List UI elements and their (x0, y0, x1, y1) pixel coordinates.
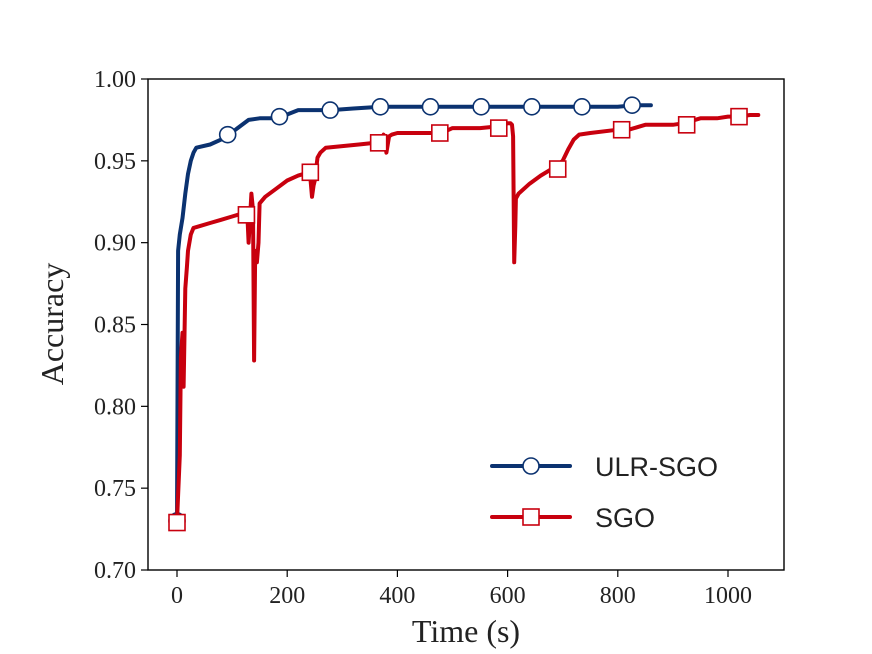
data-point-sgo (612, 120, 631, 139)
data-point-sgo (489, 119, 508, 137)
y-tick-label: 0.90 (94, 231, 136, 257)
legend-item-sgo: SGO (490, 503, 655, 533)
data-point-ulr-sgo (218, 125, 237, 144)
x-tick-label: 400 (379, 583, 415, 609)
x-tick-label: 0 (171, 583, 183, 609)
legend-label-sgo: SGO (595, 503, 655, 533)
y-tick-label: 1.00 (94, 67, 136, 93)
data-point-sgo (168, 513, 186, 532)
data-point-sgo (301, 163, 320, 182)
data-point-sgo (677, 116, 696, 134)
y-tick-label: 0.85 (94, 313, 136, 339)
y-tick-label: 0.70 (94, 558, 136, 584)
y-tick-label: 0.75 (94, 476, 136, 502)
data-point-sgo (730, 107, 748, 126)
data-point-sgo (237, 206, 256, 224)
data-point-sgo (431, 124, 449, 142)
x-axis-ticks: 0 200 400 600 800 1000 (171, 570, 752, 609)
data-point-ulr-sgo (573, 98, 591, 116)
x-tick-label: 800 (600, 583, 636, 609)
legend-marker-sgo (522, 508, 540, 526)
data-point-ulr-sgo (371, 98, 390, 116)
y-tick-label: 0.80 (94, 394, 136, 420)
y-axis-ticks: 0.70 0.75 0.80 0.85 0.90 0.95 1.00 (94, 67, 148, 584)
x-tick-label: 200 (269, 583, 305, 609)
data-point-ulr-sgo (523, 98, 541, 116)
data-point-sgo (369, 134, 388, 152)
plot-area (147, 78, 785, 571)
legend-marker-ulr-sgo (522, 457, 540, 475)
data-point-ulr-sgo (270, 107, 289, 126)
data-point-sgo (548, 160, 567, 178)
legend-label-ulr-sgo: ULR-SGO (595, 452, 718, 482)
x-axis-title: Time (s) (412, 613, 520, 649)
data-point-ulr-sgo (321, 101, 339, 119)
data-point-ulr-sgo (623, 96, 641, 114)
x-tick-label: 600 (490, 583, 526, 609)
series-layer (168, 96, 761, 532)
legend-item-ulr-sgo: ULR-SGO (490, 452, 718, 482)
data-point-ulr-sgo (421, 98, 440, 116)
x-tick-label: 1000 (704, 583, 752, 609)
y-axis-title: Accuracy (34, 263, 70, 386)
y-tick-label: 0.95 (94, 149, 136, 175)
legend: ULR-SGO SGO (490, 452, 718, 533)
data-point-ulr-sgo (472, 98, 490, 116)
series-line-ulr-sgo (175, 103, 653, 523)
